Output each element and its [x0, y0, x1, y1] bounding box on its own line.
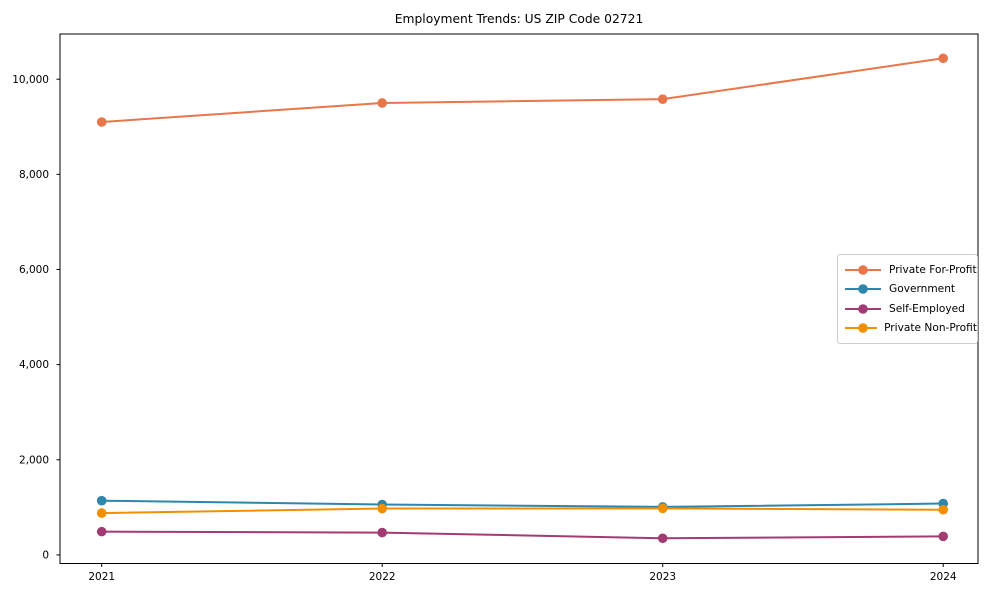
data-point-marker — [657, 94, 668, 104]
x-tick-label: 2023 — [649, 571, 676, 583]
series-line — [100, 530, 945, 540]
data-point-marker — [96, 117, 107, 127]
data-point-marker — [657, 533, 668, 544]
legend-item: Private Non-Profit — [844, 319, 977, 338]
legend-label: Private Non-Profit — [884, 322, 977, 335]
y-tick-label: 8,000 — [19, 169, 49, 181]
legend-label: Self-Employed — [889, 302, 965, 315]
legend-line-marker-icon — [845, 284, 881, 294]
data-point-marker — [96, 495, 107, 506]
series-line — [100, 507, 945, 515]
data-point-marker — [377, 503, 388, 514]
legend-label: Private For-Profit — [889, 263, 977, 276]
data-point-marker — [938, 53, 948, 64]
legend-label: Government — [889, 283, 956, 296]
legend: Private For-Profit Government Self-Employe… — [837, 254, 978, 344]
plot-frame — [59, 33, 979, 564]
y-tick-label: 4,000 — [19, 359, 49, 371]
legend-item: Government — [844, 280, 977, 299]
x-tick-label: 2021 — [88, 571, 115, 583]
x-tick-label: 2022 — [369, 571, 396, 583]
legend-line-marker-icon — [845, 264, 881, 275]
chart-title: Employment Trends: US ZIP Code 02721 — [394, 12, 644, 26]
series-line — [100, 57, 945, 124]
y-tick-label: 2,000 — [19, 454, 49, 466]
y-tick-label: 0 — [42, 550, 49, 562]
legend-line-marker-icon — [845, 304, 881, 314]
data-point-marker — [938, 504, 948, 515]
legend-item: Private For-Profit — [844, 260, 977, 279]
data-point-marker — [377, 527, 388, 538]
series-line — [100, 499, 945, 508]
data-point-marker — [938, 531, 948, 542]
y-tick-label: 10,000 — [12, 74, 49, 86]
legend-line-marker-icon — [845, 323, 878, 334]
data-point-marker — [657, 503, 668, 514]
legend-item: Self-Employed — [844, 299, 977, 318]
data-point-marker — [96, 526, 107, 537]
x-tick-label: 2024 — [930, 571, 957, 583]
y-tick-label: 6,000 — [19, 264, 49, 276]
data-point-marker — [377, 98, 388, 108]
data-point-marker — [96, 508, 107, 518]
